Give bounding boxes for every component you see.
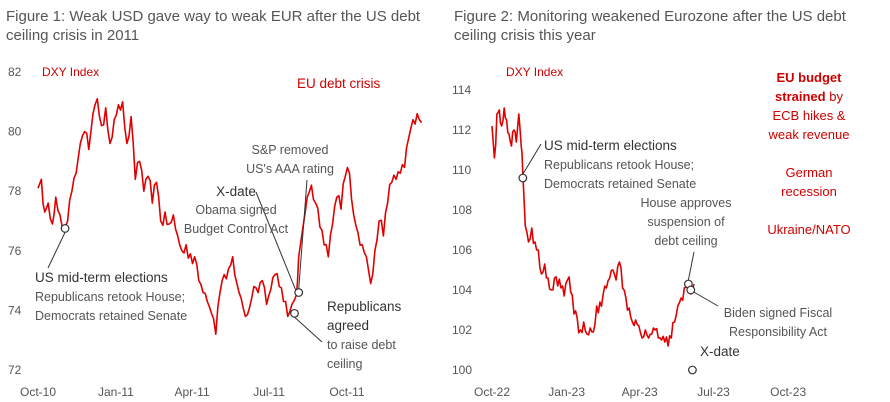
us-midterm-2022-line1: Republicans retook House; [544, 158, 694, 172]
figure-2-y-axis: 100 102 104 106 108 110 112 114 [452, 83, 472, 377]
us-midterm-2022-marker [518, 173, 528, 183]
xdate-line2: Budget Control Act [184, 222, 289, 236]
german-recession-line1: German [786, 165, 833, 180]
y-tick-label: 72 [8, 363, 22, 377]
us-midterm-marker [60, 224, 70, 233]
house-approves-line3: debt ceiling [654, 234, 717, 248]
republicans-marker [290, 308, 299, 318]
xdate-title: X-date [216, 184, 256, 199]
eu-budget-line1: EU budget [777, 70, 843, 85]
republicans-line3: to raise debt [327, 338, 396, 352]
figure-1-x-axis: Oct-10 Jan-11 Apr-11 Jul-11 Oct-11 [20, 385, 365, 399]
biden-marker [686, 285, 696, 295]
us-midterm-line2: Democrats retained Senate [35, 309, 187, 323]
sp-downgrade-marker [294, 288, 304, 297]
house-approves-line2: suspension of [647, 215, 725, 229]
y-tick-label: 112 [452, 123, 471, 137]
figure-1-panel: Figure 1: Weak USD gave way to weak EUR … [0, 0, 440, 402]
us-midterm-leader-line [47, 232, 66, 269]
figure-2-dxy-line [491, 107, 695, 347]
house-approves-line1: House approves [640, 196, 731, 210]
x-tick-label: Apr-11 [174, 385, 209, 399]
ukraine-nato-label: Ukraine/NATO [767, 222, 850, 237]
x-tick-label: Oct-23 [770, 385, 806, 399]
y-tick-label: 106 [452, 243, 472, 257]
xdate-leader-line [255, 191, 298, 293]
y-tick-label: 100 [452, 363, 472, 377]
y-tick-label: 80 [8, 125, 22, 139]
sp-line2: US's AAA rating [246, 162, 334, 176]
german-recession-line2: recession [781, 184, 837, 199]
eu-debt-crisis-label: EU debt crisis [297, 76, 381, 91]
xdate-2023-marker [688, 365, 697, 375]
sp-line1: S&P removed [252, 143, 329, 157]
biden-leader-line [693, 291, 719, 307]
eu-budget-strained: strained [775, 89, 826, 104]
y-tick-label: 82 [8, 65, 22, 79]
x-tick-label: Apr-23 [622, 385, 658, 399]
eu-budget-line3: ECB hikes & [773, 108, 846, 123]
biden-line2: Responsibility Act [729, 325, 827, 339]
us-midterm-2022-title: US mid-term elections [544, 138, 677, 153]
us-midterm-2022-line2: Democrats retained Senate [544, 177, 696, 191]
y-tick-label: 108 [452, 203, 472, 217]
x-tick-label: Jul-11 [253, 385, 285, 399]
y-tick-label: 76 [8, 244, 22, 258]
figure-1-y-axis: 72 74 76 78 80 82 [8, 65, 22, 377]
y-tick-label: 74 [8, 303, 22, 317]
x-tick-label: Jan-11 [98, 385, 134, 399]
republicans-leader-line [294, 316, 323, 343]
figure-1-title: Figure 1: Weak USD gave way to weak EUR … [6, 8, 421, 44]
x-tick-label: Oct-11 [329, 385, 364, 399]
republicans-line4: ceiling [327, 357, 362, 371]
xdate-line1: Obama signed [195, 203, 276, 217]
y-tick-label: 104 [452, 283, 472, 297]
y-tick-label: 78 [8, 184, 22, 198]
us-midterm-title: US mid-term elections [35, 270, 168, 285]
y-tick-label: 114 [452, 83, 471, 97]
y-tick-label: 110 [452, 163, 471, 177]
republicans-line1: Republicans [327, 299, 402, 314]
us-midterm-line1: Republicans retook House; [35, 290, 185, 304]
figure-2-chart: 100 102 104 106 108 110 112 114 Oct-22 Jan-23 Apr… [452, 65, 851, 399]
biden-line1: Biden signed Fiscal [724, 306, 832, 320]
eu-budget-line2: strained by [775, 89, 843, 104]
x-tick-label: Oct-10 [20, 385, 56, 399]
figure-1-dxy-line [37, 98, 423, 335]
figure-2-x-axis: Oct-22 Jan-23 Apr-23 Jul-23 Oct-23 [474, 385, 807, 399]
republicans-line2: agreed [327, 318, 369, 333]
x-tick-label: Jul-23 [697, 385, 730, 399]
figure-2-panel: Figure 2: Monitoring weakened Eurozone a… [448, 0, 890, 402]
figure-2-title: Figure 2: Monitoring weakened Eurozone a… [454, 8, 846, 44]
x-tick-label: Jan-23 [548, 385, 585, 399]
us-midterm-2022-leader-line [522, 143, 542, 175]
y-tick-label: 102 [452, 323, 472, 337]
house-approves-leader-line [687, 251, 695, 281]
eu-budget-by: by [826, 89, 844, 104]
sp-leader-line [298, 179, 308, 289]
xdate-2023-title: X-date [700, 344, 740, 359]
figure-1-series-label: DXY Index [42, 65, 99, 79]
x-tick-label: Oct-22 [474, 385, 510, 399]
figure-2-series-label: DXY Index [506, 65, 563, 79]
eu-budget-line4: weak revenue [768, 127, 850, 142]
